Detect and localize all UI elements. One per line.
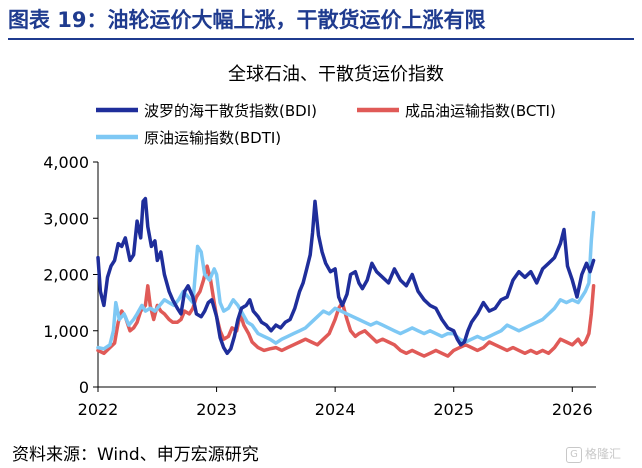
y-tick-label: 1,000: [43, 322, 89, 341]
series-bcti-line: [96, 264, 596, 358]
series-bdti-line: [96, 210, 596, 351]
x-tick-label: 2022: [78, 400, 119, 419]
y-tick-label: 4,000: [43, 153, 89, 172]
legend-bdi-label: 波罗的海干散货指数(BDI): [144, 102, 317, 120]
legend-bdti-label: 原油运输指数(BDTI): [144, 129, 281, 147]
y-ticks: 0 1,000 2,000 3,000 4,000: [43, 153, 98, 397]
x-tick-label: 2023: [196, 400, 237, 419]
x-tick-label: 2025: [433, 400, 474, 419]
chart: 全球石油、干散货运价指数 波罗的海干散货指数(BDI) 成品油运输指数(BCTI)…: [43, 64, 596, 419]
legend: 波罗的海干散货指数(BDI) 成品油运输指数(BCTI) 原油运输指数(BDTI): [96, 102, 556, 147]
y-tick-label: 2,000: [43, 266, 89, 285]
y-tick-label: 3,000: [43, 209, 89, 228]
title-rule: [8, 38, 634, 40]
x-tick-label: 2024: [315, 400, 356, 419]
figure-title: 图表 19：油轮运价大幅上涨，干散货运价上涨有限: [8, 8, 486, 32]
x-tick-label: 2026: [552, 400, 593, 419]
watermark-logo-icon: G: [566, 446, 582, 463]
source-note: 资料来源：Wind、申万宏源研究: [12, 445, 259, 465]
series-bdi-line: [96, 196, 596, 356]
legend-bcti-label: 成品油运输指数(BCTI): [405, 102, 556, 120]
watermark: G 格隆汇: [566, 445, 621, 463]
y-tick-label: 0: [79, 378, 89, 397]
chart-title: 全球石油、干散货运价指数: [228, 64, 444, 85]
x-ticks: 2022 2023 2024 2025 2026: [78, 387, 593, 419]
series-group: [96, 196, 596, 358]
watermark-text: 格隆汇: [585, 447, 622, 461]
